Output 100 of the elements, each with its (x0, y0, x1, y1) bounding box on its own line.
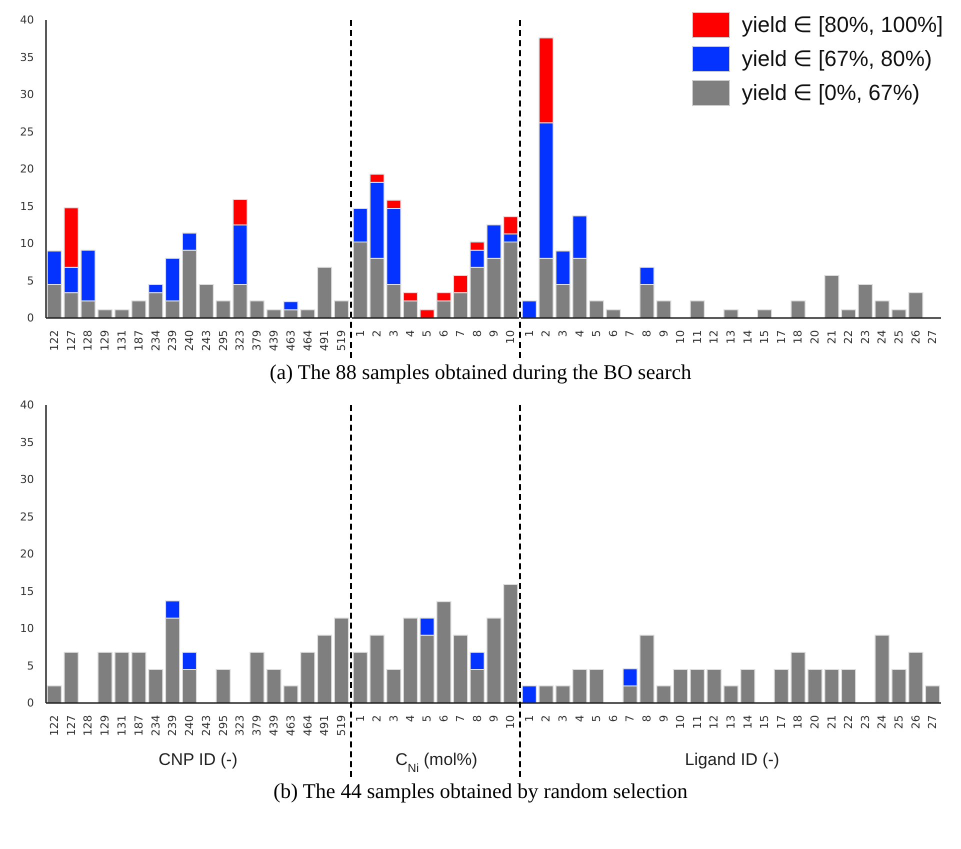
x-tick-label: 4 (404, 715, 417, 722)
x-tick-label: 7 (624, 330, 637, 337)
bar (266, 668, 282, 703)
x-tick-label: 295 (216, 715, 230, 736)
bar (266, 309, 282, 318)
x-tick-label: 26 (909, 330, 922, 344)
bar (673, 668, 688, 703)
x-tick-label: 439 (268, 330, 280, 351)
y-tick-label: 30 (20, 88, 34, 101)
x-tick-label: 11 (690, 715, 704, 729)
x-tick-label: 234 (149, 715, 162, 736)
x-tick-label: 243 (200, 330, 213, 351)
x-tick-label: 243 (200, 715, 213, 736)
y-tick-label: 20 (20, 548, 34, 560)
bar (757, 309, 772, 318)
x-tick-label: 4 (573, 715, 586, 722)
x-tick-label: 122 (48, 330, 61, 351)
x-tick-label: 9 (657, 330, 670, 337)
x-tick-label: 127 (64, 715, 78, 736)
y-tick-label: 35 (20, 436, 34, 449)
y-tick-label: 10 (20, 622, 34, 635)
x-tick-label: 24 (876, 330, 889, 344)
x-tick-label: 3 (387, 715, 400, 722)
x-tick-label: 6 (437, 715, 450, 722)
y-tick-label: 35 (20, 50, 34, 64)
legend-label: yield ∈ [67%, 80%) (742, 46, 932, 72)
x-tick-label: 17 (774, 330, 788, 344)
x-tick-label: 131 (116, 330, 128, 351)
x-tick-label: 1 (522, 715, 536, 722)
x-tick-label: 2 (540, 330, 553, 337)
x-tick-label: 9 (657, 715, 670, 722)
x-tick-label: 8 (470, 715, 484, 722)
x-tick-label: 323 (234, 715, 247, 736)
x-tick-label: 18 (792, 715, 805, 729)
x-tick-label: 27 (926, 715, 940, 729)
bar (690, 300, 705, 318)
x-tick-label: 13 (724, 715, 738, 729)
x-tick-label: 122 (48, 715, 61, 736)
x-tick-label: 295 (216, 330, 230, 351)
bar (841, 309, 856, 318)
x-tick-label: 127 (64, 330, 78, 351)
bar (841, 668, 856, 703)
x-tick-label: 491 (318, 715, 332, 736)
bar (874, 634, 890, 703)
y-tick-label: 5 (27, 274, 34, 288)
x-tick-label: 27 (926, 330, 940, 344)
x-tick-label: 22 (842, 330, 856, 344)
y-tick-label: 0 (27, 696, 34, 710)
x-tick-label: 491 (318, 330, 332, 351)
x-tick-label: 3 (556, 330, 570, 337)
x-tick-label: 187 (132, 715, 146, 736)
x-tick-label: 463 (284, 715, 298, 736)
x-tick-label: 240 (183, 330, 196, 351)
text: (b) The 44 samples obtained by random selection (272, 779, 689, 804)
x-tick-label: 10 (674, 330, 688, 344)
bar (216, 668, 231, 703)
x-tick-label: 15 (758, 330, 772, 344)
x-tick-label: 13 (724, 330, 738, 344)
bar (606, 309, 621, 318)
x-tick-label: 439 (268, 715, 280, 736)
x-tick-label: 129 (98, 715, 112, 736)
x-tick-label: 1 (522, 330, 536, 337)
x-tick-label: 12 (708, 715, 721, 729)
y-tick-label: 15 (20, 584, 34, 598)
x-tick-label: 131 (116, 715, 128, 736)
x-tick-label: 4 (404, 330, 417, 337)
x-tick-label: 10 (504, 330, 518, 344)
x-tick-label: 12 (708, 330, 721, 344)
y-tick-label: 25 (20, 510, 34, 524)
y-tick-label: 40 (20, 398, 34, 412)
bar (114, 309, 130, 318)
x-tick-label: 128 (82, 715, 95, 736)
bar (317, 266, 332, 318)
y-tick-label: 30 (20, 473, 34, 486)
x-tick-label: 239 (166, 330, 180, 351)
x-tick-label: 379 (250, 715, 264, 736)
bar (925, 685, 940, 703)
x-tick-label: 17 (774, 715, 788, 729)
x-tick-label: 23 (858, 715, 872, 729)
x-tick-label: 240 (183, 715, 196, 736)
x-tick-label: 21 (825, 330, 838, 344)
legend-label: yield ∈ [80%, 100%] (742, 12, 943, 38)
x-tick-label: 519 (335, 715, 348, 736)
x-axis-title: C$_{Ni}$ (mol%) (395, 750, 478, 775)
bar (334, 618, 349, 703)
bar (98, 652, 113, 703)
x-tick-label: 25 (892, 330, 906, 344)
x-tick-label: 379 (250, 330, 264, 351)
x-tick-label: 5 (420, 330, 434, 337)
x-tick-label: 2 (540, 715, 553, 722)
bar (98, 309, 113, 318)
x-tick-label: 24 (876, 715, 889, 729)
x-tick-label: 20 (808, 715, 822, 729)
x-tick-label: 14 (741, 330, 754, 344)
bar (824, 275, 840, 318)
y-tick-label: 20 (20, 162, 34, 176)
x-tick-label: 8 (640, 330, 654, 337)
y-tick-label: 15 (20, 200, 34, 213)
x-tick-label: 6 (606, 715, 620, 722)
x-tick-label: 6 (606, 330, 620, 337)
